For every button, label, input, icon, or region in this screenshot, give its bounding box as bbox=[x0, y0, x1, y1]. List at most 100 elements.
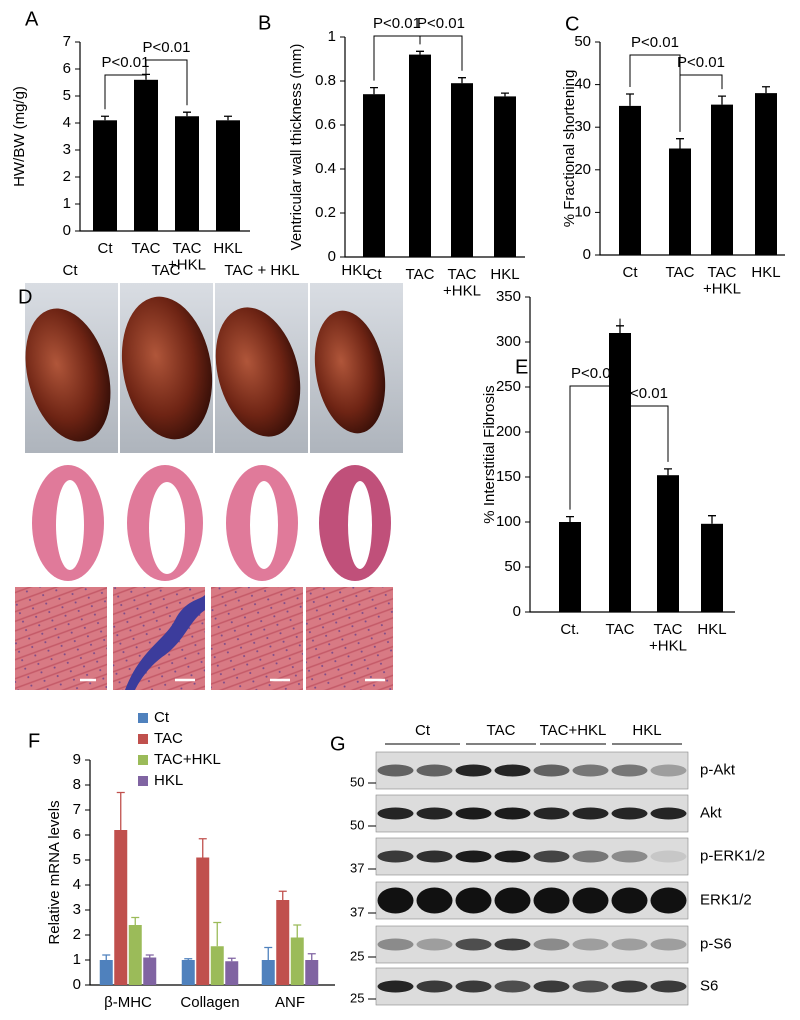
bar bbox=[93, 120, 117, 231]
blot-band bbox=[650, 764, 687, 777]
error-bar bbox=[224, 115, 232, 121]
legend-label: HKL bbox=[154, 772, 183, 789]
bar bbox=[276, 900, 290, 985]
bar bbox=[225, 961, 239, 985]
bar bbox=[196, 857, 210, 985]
blot-band bbox=[377, 887, 414, 914]
row-label: S6 bbox=[700, 977, 718, 994]
blot-band bbox=[416, 764, 453, 777]
bar bbox=[175, 116, 199, 231]
error-bar bbox=[626, 93, 634, 106]
y-tick-label: 150 bbox=[496, 468, 521, 485]
y-axis-label: % Interstitial Fibrosis bbox=[481, 385, 498, 523]
blot-band bbox=[416, 850, 453, 863]
significance-bracket bbox=[145, 59, 188, 106]
x-tick-label: TAC +HKL bbox=[443, 266, 481, 300]
y-tick-label: 0.2 bbox=[315, 204, 336, 221]
y-tick-label: 7 bbox=[63, 33, 71, 50]
blot-band bbox=[533, 980, 570, 993]
bar bbox=[711, 104, 733, 255]
bar bbox=[181, 960, 195, 985]
y-tick-label: 0 bbox=[513, 603, 521, 620]
x-tick-label: TAC +HKL bbox=[649, 621, 687, 655]
marker-label: 50 bbox=[350, 817, 364, 832]
legend-label: Ct bbox=[154, 709, 170, 726]
blot-band bbox=[611, 980, 648, 993]
legend-swatch bbox=[138, 713, 148, 723]
x-tick-label: ANF bbox=[275, 994, 305, 1011]
y-tick-label: 3 bbox=[73, 901, 81, 918]
y-tick-label: 50 bbox=[574, 33, 591, 50]
error-bar bbox=[145, 954, 154, 958]
x-tick-label: HKL bbox=[751, 264, 780, 281]
column-label: TAC bbox=[152, 262, 181, 279]
blot-band bbox=[650, 887, 687, 914]
blot-band bbox=[572, 980, 609, 993]
significance-bracket bbox=[619, 318, 669, 462]
error-bar bbox=[213, 921, 222, 947]
legend-label: TAC bbox=[154, 730, 183, 747]
error-bar bbox=[664, 468, 672, 476]
row-label: p-ERK1/2 bbox=[700, 847, 765, 864]
x-tick-label: Collagen bbox=[180, 994, 239, 1011]
bar bbox=[559, 522, 581, 612]
significance-label: P<0.01 bbox=[143, 39, 191, 56]
panel-letter: C bbox=[565, 13, 579, 35]
error-bar bbox=[416, 50, 424, 55]
y-tick-label: 0 bbox=[328, 248, 336, 265]
bar bbox=[669, 148, 691, 255]
column-label: Ct bbox=[63, 262, 79, 279]
panel-letter: E bbox=[515, 356, 528, 378]
blot-band bbox=[572, 938, 609, 951]
bar bbox=[114, 830, 128, 985]
y-tick-label: 3 bbox=[63, 141, 71, 158]
blot-band bbox=[377, 980, 414, 993]
marker-label: 25 bbox=[350, 990, 364, 1005]
y-tick-label: 6 bbox=[73, 826, 81, 843]
error-bar bbox=[101, 115, 109, 121]
error-bar bbox=[370, 86, 378, 95]
blot-band bbox=[377, 938, 414, 951]
column-label: HKL bbox=[341, 262, 370, 279]
group-label: Ct bbox=[415, 722, 431, 739]
blot-band bbox=[416, 887, 453, 914]
blot-band bbox=[572, 887, 609, 914]
error-bar bbox=[183, 111, 191, 117]
blot-band bbox=[455, 850, 492, 863]
error-bar bbox=[676, 138, 684, 149]
marker-label: 50 bbox=[350, 774, 364, 789]
error-bar bbox=[227, 957, 236, 962]
blot-band bbox=[572, 764, 609, 777]
y-tick-label: 0.8 bbox=[315, 72, 336, 89]
histology bbox=[15, 587, 393, 690]
y-tick-label: 100 bbox=[496, 513, 521, 530]
y-axis-label: HW/BW (mg/g) bbox=[11, 86, 28, 187]
x-tick-label: TAC +HKL bbox=[168, 240, 206, 274]
y-tick-label: 0 bbox=[63, 222, 71, 239]
significance-label: P<0.01 bbox=[631, 34, 679, 51]
y-tick-label: 2 bbox=[63, 168, 71, 185]
marker-label: 25 bbox=[350, 948, 364, 963]
x-tick-label: TAC bbox=[132, 240, 161, 257]
error-bar bbox=[278, 890, 287, 900]
significance-label: P<0.01 bbox=[373, 15, 421, 32]
marker-label: 37 bbox=[350, 904, 364, 919]
y-tick-label: 2 bbox=[73, 926, 81, 943]
heart-photos bbox=[25, 283, 403, 453]
y-tick-label: 8 bbox=[73, 776, 81, 793]
x-tick-label: Ct bbox=[623, 264, 639, 281]
error-bar bbox=[293, 924, 302, 938]
error-bar bbox=[184, 958, 193, 960]
error-bar bbox=[458, 77, 466, 84]
blot-band bbox=[455, 938, 492, 951]
error-bar bbox=[102, 954, 111, 960]
significance-label: P<0.01 bbox=[620, 385, 668, 402]
legend-swatch bbox=[138, 734, 148, 744]
error-bar bbox=[131, 916, 140, 925]
significance-label: P<0.01 bbox=[417, 15, 465, 32]
y-tick-label: 20 bbox=[574, 161, 591, 178]
bar bbox=[210, 946, 224, 985]
legend-swatch bbox=[138, 776, 148, 786]
x-tick-label: TAC +HKL bbox=[703, 264, 741, 298]
